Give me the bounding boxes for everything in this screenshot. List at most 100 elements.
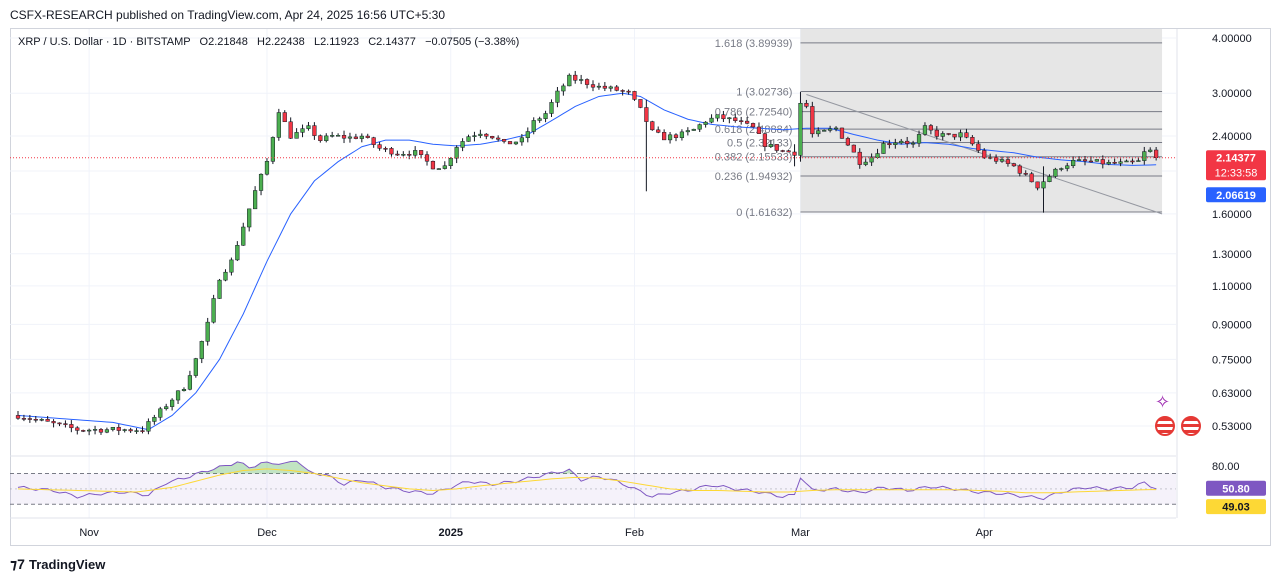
candle-body-up	[223, 271, 228, 281]
candle-body-up	[466, 136, 471, 142]
candle-body-down	[21, 418, 27, 420]
candle-body-up	[294, 132, 299, 139]
sparkle-icon[interactable]: ✧	[1155, 392, 1171, 412]
candle	[235, 241, 240, 262]
candle-body-down	[430, 160, 436, 170]
candle	[247, 208, 252, 232]
candle	[39, 418, 44, 422]
candle-body-down	[45, 419, 50, 422]
time-axis-label: 2025	[438, 527, 462, 539]
candle	[573, 70, 578, 84]
us-flag-icon-2[interactable]	[1181, 416, 1201, 436]
tradingview-brand: TradingView	[28, 557, 106, 572]
candle	[632, 90, 637, 101]
candle	[792, 144, 797, 167]
fibonacci-zone	[800, 29, 1163, 212]
candle	[395, 150, 400, 156]
candle	[347, 132, 353, 143]
candle-body-down	[792, 151, 797, 156]
us-flag-icon[interactable]	[1155, 416, 1175, 436]
price-axis-label: 0.75000	[1212, 354, 1252, 366]
candle-body-up	[833, 127, 839, 130]
candle	[970, 135, 975, 146]
candle-body-up	[247, 208, 252, 228]
candle-body-up	[567, 74, 572, 87]
candle	[756, 122, 762, 134]
candle-body-up	[454, 147, 459, 159]
candle	[140, 426, 145, 434]
last-price-badge: 2.14377	[1216, 153, 1256, 165]
candle	[110, 427, 115, 432]
candle	[389, 146, 394, 157]
candle	[940, 131, 945, 141]
candle-body-up	[1065, 165, 1070, 169]
candle	[1124, 159, 1129, 163]
candle	[828, 125, 833, 133]
candle-body-up	[549, 102, 554, 114]
tradingview-logo[interactable]: ⁊7 TradingView	[10, 556, 105, 573]
candle	[1041, 166, 1046, 213]
candle-body-up	[134, 430, 139, 432]
candle	[371, 136, 376, 148]
candle	[1005, 156, 1011, 167]
candle-body-up	[241, 226, 246, 246]
fibonacci-levels: 1.618 (3.89939) 1 (3.02736) 0.786 (2.72540…	[715, 38, 1163, 219]
candle	[739, 116, 744, 125]
candle	[69, 420, 74, 433]
candle-body-down	[745, 120, 750, 124]
candle-body-down	[1112, 162, 1117, 164]
candle	[786, 149, 791, 153]
candle	[946, 133, 951, 136]
rsi-ma-badge-bg	[1206, 499, 1266, 515]
tradingview-logo-icon: ⁊7	[10, 556, 25, 572]
candle	[217, 278, 222, 299]
candle-body-up	[828, 128, 833, 131]
candle	[863, 158, 868, 167]
candle-body-up	[709, 117, 714, 123]
candle-body-down	[98, 429, 104, 433]
legend-c-label: C	[368, 36, 377, 48]
indicator-icons: ✧	[1155, 392, 1201, 436]
candle	[430, 160, 436, 170]
candle	[845, 136, 851, 147]
candle-body-down	[128, 429, 133, 432]
candle-body-up	[531, 120, 536, 132]
candle-body-up	[798, 103, 803, 156]
candle	[1142, 146, 1147, 165]
candle-body-up	[1076, 159, 1082, 161]
candle-body-up	[940, 133, 945, 137]
candle	[519, 133, 524, 146]
candle-body-down	[288, 121, 293, 139]
candle	[164, 403, 169, 411]
candle-body-up	[217, 279, 222, 299]
legend-h-label: H	[257, 36, 265, 48]
candle-body-up	[359, 135, 364, 139]
candle-body-up	[229, 259, 234, 273]
candle-body-up	[958, 132, 963, 138]
candle	[460, 138, 465, 152]
price-axis-label: 1.10000	[1212, 281, 1252, 293]
candle	[1059, 167, 1064, 172]
candle-body-up	[1041, 181, 1046, 189]
candle-body-up	[893, 142, 898, 146]
fib-level-label: 0.236 (1.94932)	[715, 171, 793, 183]
candle	[596, 82, 602, 90]
candle-body-down	[496, 137, 501, 140]
candle	[1148, 147, 1153, 153]
candle-body-down	[318, 135, 323, 141]
candle-body-down	[407, 154, 412, 156]
candle	[537, 116, 542, 123]
candle-body-up	[164, 406, 169, 410]
candle-body-down	[780, 150, 785, 152]
candle	[341, 130, 347, 144]
candle	[1065, 162, 1070, 172]
price-axis-label: 0.53000	[1212, 421, 1252, 433]
candle-body-down	[620, 90, 625, 92]
candle-body-down	[982, 150, 987, 159]
candle-body-up	[158, 408, 163, 418]
candle-body-down	[851, 144, 856, 153]
candle-body-down	[63, 423, 68, 425]
candle-body-up	[324, 135, 329, 141]
candle-body-down	[377, 144, 382, 149]
